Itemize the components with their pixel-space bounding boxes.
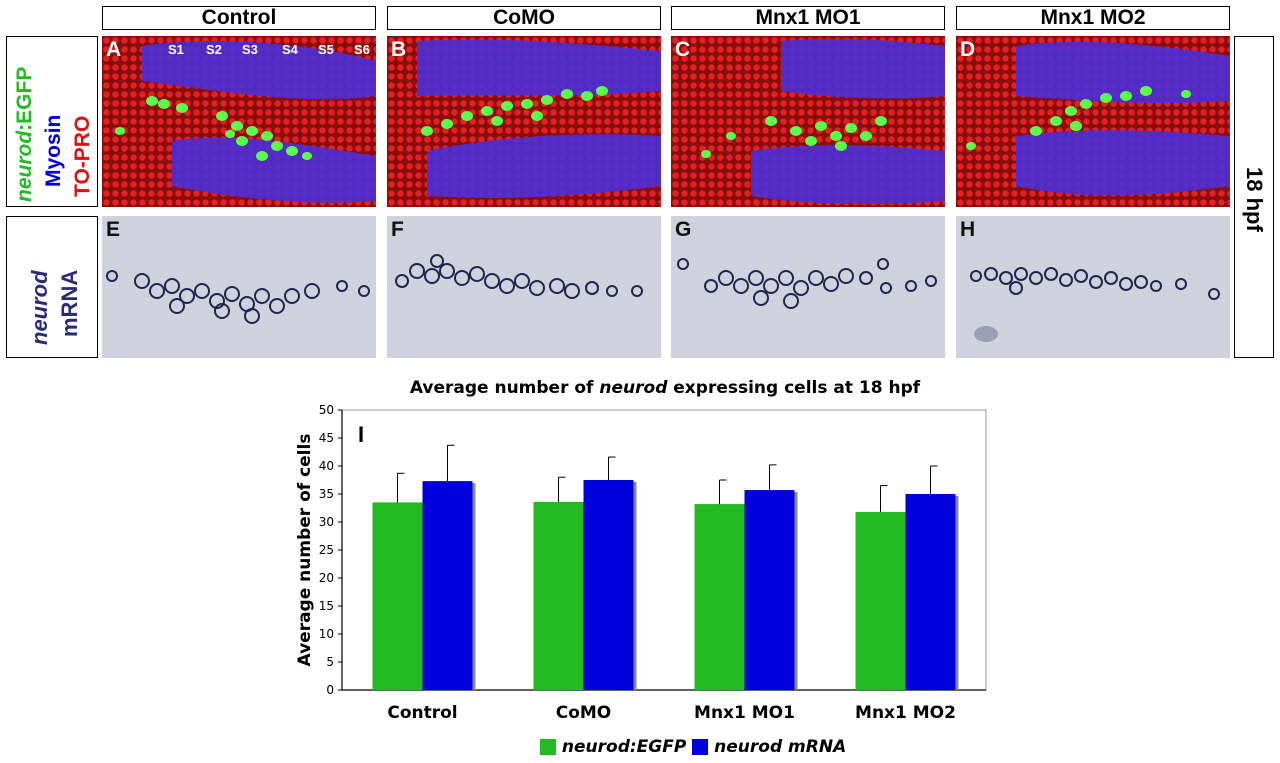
somite-label: S6 — [354, 42, 370, 57]
column-header-mnx1-mo1: Mnx1 MO1 — [671, 6, 945, 30]
bar — [422, 481, 473, 690]
legend-swatch-mrna — [692, 739, 709, 755]
legend-swatch-egfp — [540, 739, 556, 755]
bar-chart: 0 5 10 15 20 25 30 35 40 45 50 Average number of ce… — [295, 403, 987, 723]
panel-letter: F — [391, 218, 404, 241]
legend: neurod:EGFP neurod mRNA — [540, 737, 846, 757]
panel-h-ish: H — [956, 216, 1230, 358]
chart-title-post: expressing cells at 18 hpf — [667, 378, 921, 398]
panel-c-fluorescence: C — [671, 36, 945, 207]
somite-label: S4 — [282, 42, 298, 57]
row-label-fluorescence-text: neurod:EGFP Myosin TO-PRO — [13, 67, 94, 202]
x-tick-label: Control — [387, 703, 457, 723]
x-tick-label: Mnx1 MO1 — [694, 703, 795, 723]
somite-label: S5 — [318, 42, 334, 57]
y-tick-label: 50 — [319, 403, 334, 417]
row-label-fluorescence: neurod:EGFP Myosin TO-PRO — [6, 36, 98, 207]
bar — [855, 511, 906, 690]
bar — [583, 480, 634, 690]
panel-a-fluorescence: A S1 S2 S3 S4 S5 S6 — [102, 36, 376, 207]
y-tick-label: 40 — [319, 459, 334, 473]
fluorescence-image — [102, 36, 376, 207]
fluorescence-image — [387, 36, 661, 207]
fluorescence-image — [956, 36, 1230, 207]
panel-f-ish: F — [387, 216, 661, 358]
row-label-ish-text: neurod mRNA — [27, 270, 82, 345]
ish-image — [106, 270, 370, 324]
x-tick-label: Mnx1 MO2 — [855, 703, 956, 723]
fluorescence-image — [671, 36, 945, 207]
panel-b-fluorescence: B — [387, 36, 661, 207]
panel-letter: H — [960, 218, 976, 241]
chart-title-gene: neurod — [599, 378, 668, 398]
panel-letter-i: I — [358, 422, 364, 447]
ish-image — [395, 254, 643, 299]
y-tick-label: 45 — [319, 431, 334, 445]
bar — [744, 490, 795, 690]
svg-text:neurod: neurod — [27, 270, 52, 345]
panel-letter: D — [960, 38, 976, 61]
somite-label: S1 — [168, 42, 184, 57]
legend-label-mrna: neurod mRNA — [714, 737, 847, 757]
panel-letter: E — [106, 218, 121, 241]
row-label-ish: neurod mRNA — [6, 216, 98, 358]
bar — [372, 502, 423, 690]
panel-d-fluorescence: D — [956, 36, 1230, 207]
somite-label: S2 — [206, 42, 222, 57]
y-tick-label: 35 — [319, 487, 334, 501]
chart-title-pre: Average number of — [409, 378, 600, 398]
panel-letter: C — [675, 38, 691, 61]
legend-label-egfp: neurod:EGFP — [561, 737, 687, 757]
y-axis-label: Average number of cells — [295, 434, 315, 667]
chart-title: Average number of neurod expressing cell… — [280, 378, 1050, 398]
svg-text:neurod:EGFP: neurod:EGFP — [13, 67, 36, 202]
stage-label: 18 hpf — [1242, 167, 1267, 232]
stage-label-box: 18 hpf — [1234, 36, 1274, 358]
ish-image — [677, 258, 937, 309]
svg-text:mRNA: mRNA — [57, 270, 82, 337]
y-tick-label: 10 — [319, 627, 334, 641]
column-header-mnx1-mo2: Mnx1 MO2 — [956, 6, 1230, 30]
somite-label: S3 — [242, 42, 258, 57]
panel-letter: G — [675, 218, 692, 241]
y-tick-label: 25 — [319, 543, 334, 557]
y-tick-label: 5 — [326, 655, 334, 669]
panel-letter: A — [106, 38, 122, 61]
svg-text:18 hpf: 18 hpf — [1242, 167, 1267, 232]
column-header-control: Control — [102, 6, 376, 30]
x-tick-label: CoMO — [556, 703, 612, 723]
svg-text:Myosin: Myosin — [42, 115, 65, 187]
panel-letter: B — [391, 38, 407, 61]
panel-g-ish: G — [671, 216, 945, 358]
panel-e-ish: E — [102, 216, 376, 358]
y-tick-label: 30 — [319, 515, 334, 529]
svg-text:TO-PRO: TO-PRO — [71, 116, 94, 197]
y-tick-label: 0 — [326, 683, 334, 697]
y-tick-label: 15 — [319, 599, 334, 613]
bar — [694, 504, 745, 690]
y-tick-label: 20 — [319, 571, 334, 585]
bar — [905, 494, 956, 690]
column-header-como: CoMO — [387, 6, 661, 30]
bar — [533, 501, 584, 690]
ish-image — [970, 267, 1220, 342]
